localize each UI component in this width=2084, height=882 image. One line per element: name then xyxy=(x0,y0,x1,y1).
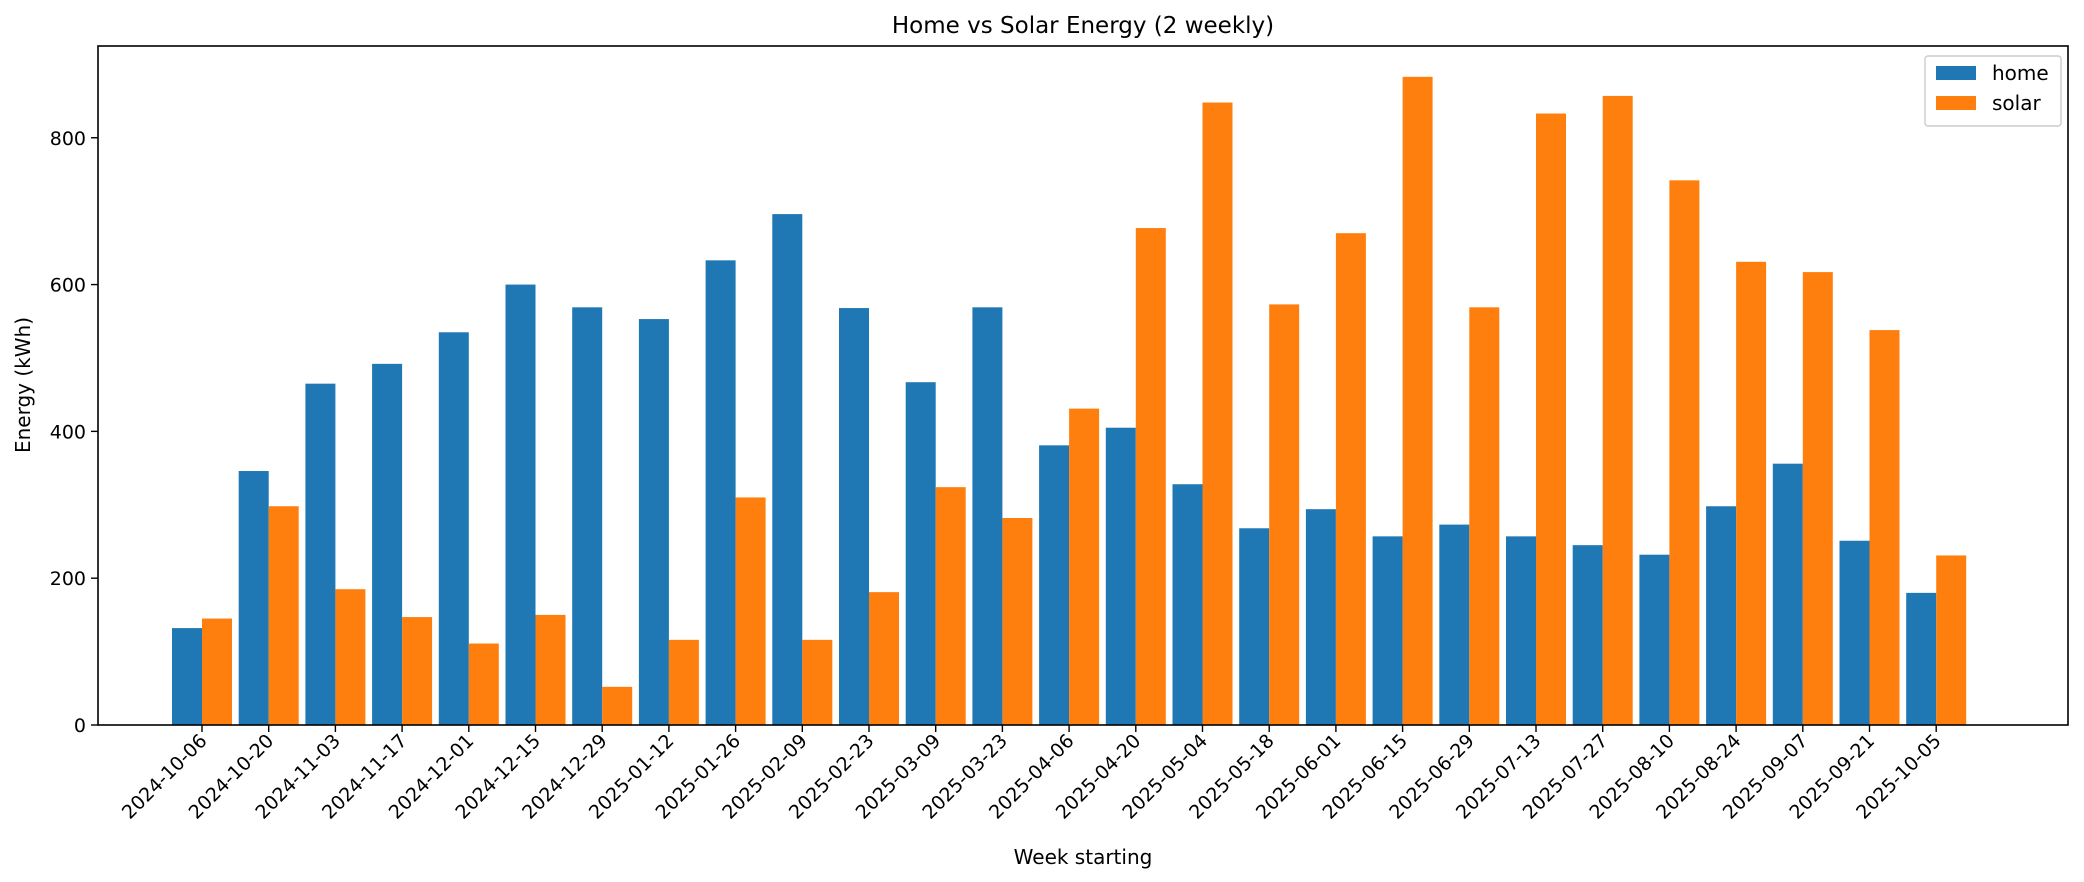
bar-solar-2025-08-10 xyxy=(1669,180,1700,725)
bar-solar-2024-11-03 xyxy=(335,589,366,725)
bar-home-2024-10-20 xyxy=(238,471,269,725)
bar-home-2025-04-20 xyxy=(1105,427,1136,725)
bar-home-2025-01-12 xyxy=(638,319,669,725)
bar-home-2025-07-27 xyxy=(1572,545,1603,725)
bar-home-2025-10-05 xyxy=(1906,592,1937,725)
bar-solar-2025-06-15 xyxy=(1402,76,1433,725)
bar-solar-2024-10-20 xyxy=(268,506,299,725)
legend-swatch-solar xyxy=(1936,96,1976,110)
bar-solar-2025-04-06 xyxy=(1069,408,1100,725)
x-axis-title: Week starting xyxy=(1014,845,1153,869)
bar-home-2025-07-13 xyxy=(1506,536,1536,725)
bar-home-2025-03-23 xyxy=(972,307,1003,725)
bar-solar-2025-03-09 xyxy=(935,487,966,725)
y-tick-label: 600 xyxy=(50,275,86,297)
bar-solar-2025-01-12 xyxy=(668,639,699,725)
bar-home-2025-01-26 xyxy=(705,260,736,725)
bar-home-2025-06-15 xyxy=(1372,536,1403,725)
bar-solar-2025-01-26 xyxy=(735,497,766,725)
bar-solar-2025-02-09 xyxy=(802,639,833,725)
y-tick-label: 0 xyxy=(74,715,86,737)
y-tick-label: 800 xyxy=(50,128,86,150)
legend: home solar xyxy=(1924,55,2062,127)
legend-swatch-home xyxy=(1936,66,1976,80)
bar-home-2025-03-09 xyxy=(905,382,936,725)
bar-home-2024-10-06 xyxy=(172,628,202,725)
y-axis: 0 200 400 600 800 xyxy=(50,128,98,737)
bar-solar-2024-12-29 xyxy=(602,686,633,725)
bar-home-2025-05-04 xyxy=(1172,484,1203,725)
bar-solar-2025-05-18 xyxy=(1269,304,1300,725)
bar-home-2024-12-29 xyxy=(572,307,603,725)
bar-home-2025-06-29 xyxy=(1439,524,1470,725)
bar-solar-2025-05-04 xyxy=(1202,102,1233,725)
bar-solar-2024-12-15 xyxy=(535,614,566,725)
legend-label-solar: solar xyxy=(1992,91,2041,115)
y-tick-label: 400 xyxy=(50,421,86,443)
bar-solar-2025-03-23 xyxy=(1002,518,1033,725)
bar-home-2024-11-17 xyxy=(372,363,403,725)
bar-solar-2025-07-13 xyxy=(1536,113,1566,725)
bar-home-2025-06-01 xyxy=(1305,509,1336,725)
bar-solar-2025-08-24 xyxy=(1736,261,1767,725)
x-axis: 2024-10-062024-10-202024-11-032024-11-17… xyxy=(118,725,1946,824)
chart-title: Home vs Solar Energy (2 weekly) xyxy=(892,13,1274,39)
bar-solar-2024-10-06 xyxy=(202,618,232,725)
bar-home-2025-09-21 xyxy=(1839,540,1870,725)
bar-home-2025-02-23 xyxy=(839,308,869,725)
bar-home-2024-12-15 xyxy=(505,284,536,725)
bar-home-2025-09-07 xyxy=(1772,463,1803,725)
bar-solar-2025-09-21 xyxy=(1869,330,1900,725)
bar-solar-2025-02-23 xyxy=(869,592,899,725)
bar-solar-2025-10-05 xyxy=(1936,555,1967,725)
bar-solar-2025-06-01 xyxy=(1335,233,1366,725)
bar-home-2024-11-03 xyxy=(305,383,336,725)
legend-label-home: home xyxy=(1992,61,2049,85)
y-axis-title: Energy (kWh) xyxy=(11,317,35,453)
bar-solar-2024-12-01 xyxy=(468,643,499,725)
bar-solar-2025-06-29 xyxy=(1469,307,1500,725)
bar-home-2024-12-01 xyxy=(438,332,469,725)
y-tick-label: 200 xyxy=(50,568,86,590)
bar-home-2025-08-24 xyxy=(1706,506,1737,725)
bar-home-2025-02-09 xyxy=(772,214,803,725)
bar-home-2025-08-10 xyxy=(1639,554,1670,725)
bar-solar-2025-04-20 xyxy=(1135,228,1166,726)
bars-group xyxy=(172,76,1967,726)
bar-solar-2025-07-27 xyxy=(1602,95,1633,726)
plot-frame xyxy=(97,45,2069,726)
bar-home-2025-05-18 xyxy=(1239,528,1270,725)
bar-solar-2025-09-07 xyxy=(1802,272,1833,725)
bar-solar-2024-11-17 xyxy=(402,617,433,725)
bar-home-2025-04-06 xyxy=(1039,445,1070,725)
